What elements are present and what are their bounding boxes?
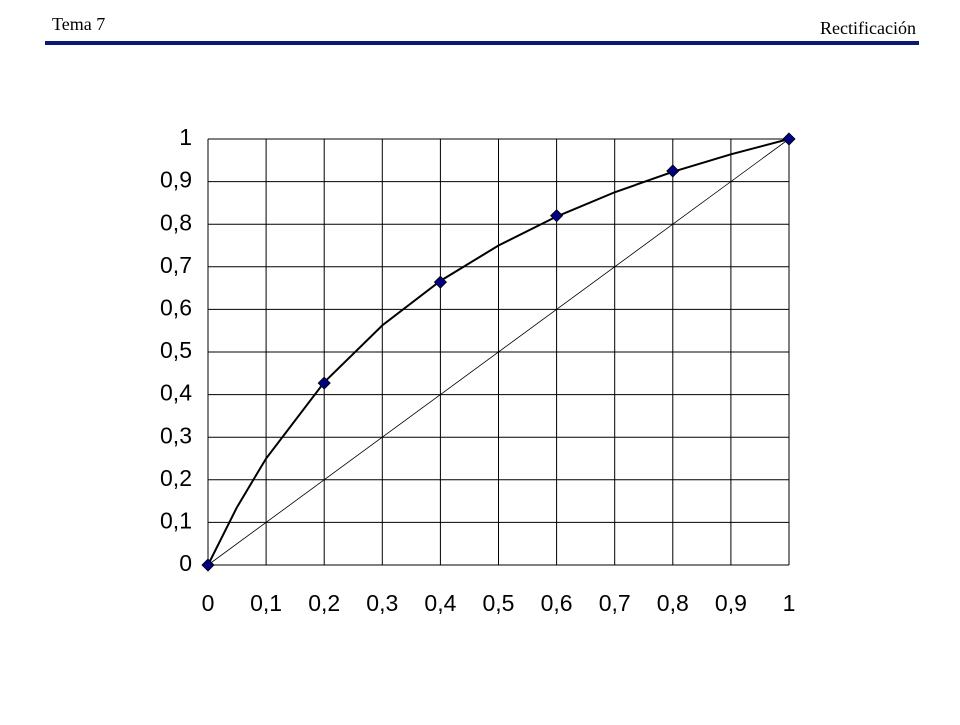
point xyxy=(550,209,564,223)
header-rule xyxy=(45,41,919,45)
y-tick-label: 1 xyxy=(179,124,192,150)
header-left: Tema 7 xyxy=(52,14,105,34)
x-tick-label: 0,5 xyxy=(483,590,515,616)
line xyxy=(207,138,790,566)
point xyxy=(317,376,331,390)
x-tick-label: 1 xyxy=(783,590,796,616)
header-right: Rectificación xyxy=(820,18,916,38)
y-tick-label: 0,5 xyxy=(160,337,192,363)
point xyxy=(433,275,447,289)
y-tick-label: 0,1 xyxy=(160,507,192,533)
y-tick-label: 0,6 xyxy=(160,294,192,320)
x-tick-label: 0,7 xyxy=(599,590,631,616)
x-tick-label: 0,8 xyxy=(657,590,689,616)
y-tick-label: 0,9 xyxy=(160,167,192,193)
y-tick-label: 0,7 xyxy=(160,252,192,278)
x-tick-label: 0,1 xyxy=(250,590,282,616)
y-tick-label: 0,8 xyxy=(160,209,192,235)
line xyxy=(207,138,790,566)
y-tick-label: 0,4 xyxy=(160,380,192,406)
x-tick-label: 0,4 xyxy=(424,590,456,616)
point xyxy=(782,132,796,146)
point xyxy=(666,164,680,178)
x-tick-label: 0,2 xyxy=(308,590,340,616)
y-tick-label: 0,3 xyxy=(160,422,192,448)
point xyxy=(201,558,215,572)
x-tick-label: 0,3 xyxy=(366,590,398,616)
x-tick-label: 0,6 xyxy=(541,590,573,616)
x-tick-label: 0,9 xyxy=(715,590,747,616)
x-tick-label: 0 xyxy=(202,590,215,616)
y-tick-label: 0,2 xyxy=(160,465,192,491)
y-tick-label: 0 xyxy=(179,550,192,576)
